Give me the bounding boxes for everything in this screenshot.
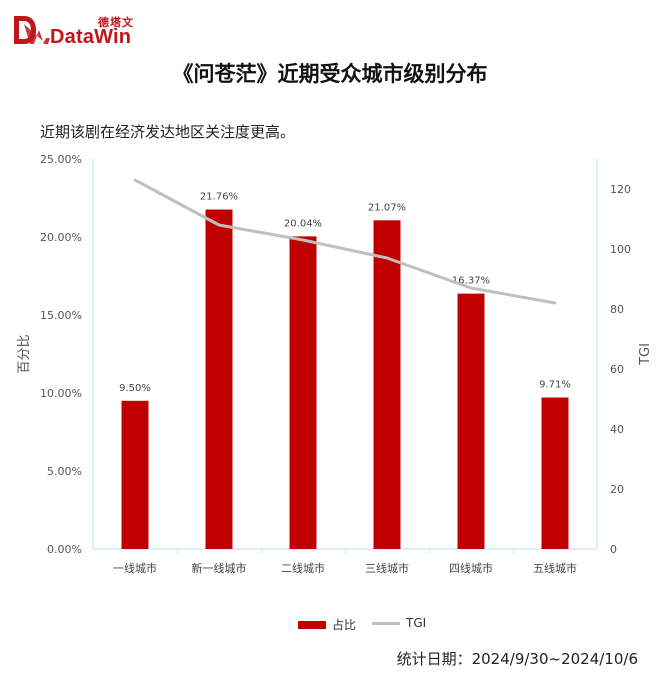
- x-tick-label: 五线城市: [533, 561, 577, 575]
- bar: [205, 209, 233, 549]
- bar: [373, 220, 401, 550]
- bar-data-label: 21.76%: [200, 192, 238, 203]
- bar-data-label: 21.07%: [368, 202, 406, 213]
- legend-label-tgi: TGI: [406, 616, 427, 630]
- y-tick-label-left: 15.00%: [40, 309, 82, 322]
- y-tick-label-right: 120: [610, 183, 631, 196]
- y-tick-label-left: 25.00%: [40, 153, 82, 166]
- y-tick-label-left: 10.00%: [40, 387, 82, 400]
- bar-data-label: 16.37%: [452, 276, 490, 287]
- y-tick-label-left: 0.00%: [47, 543, 82, 556]
- chart-subtitle: 近期该剧在经济发达地区关注度更高。: [40, 123, 296, 141]
- y-tick-label-right: 0: [610, 543, 617, 556]
- legend-label-share: 占比: [332, 618, 357, 632]
- chart-title: 《问苍茫》近期受众城市级别分布: [172, 62, 488, 86]
- y-tick-label-right: 20: [610, 483, 624, 496]
- logo-chinese-text: 德塔文: [98, 16, 134, 29]
- x-tick-label: 一线城市: [113, 561, 157, 575]
- logo-english-text: DataWin: [50, 26, 132, 48]
- legend-swatch-bar: [298, 620, 326, 629]
- y-axis-title-left: 百分比: [17, 334, 32, 373]
- bar-data-label: 20.04%: [284, 218, 322, 229]
- y-tick-label-right: 100: [610, 243, 631, 256]
- bar: [289, 236, 317, 549]
- datawin-logo: 德塔文 DataWin: [10, 10, 150, 50]
- y-axis-title-right: TGI: [638, 343, 653, 366]
- y-tick-label-left: 5.00%: [47, 465, 82, 478]
- legend-item-share: 占比: [298, 616, 356, 633]
- y-tick-label-left: 20.00%: [40, 231, 82, 244]
- legend-swatch-line: [372, 621, 400, 625]
- combo-chart: 0.00% 5.00% 10.00% 15.00% 20.00% 25.00% 0 20 40 6…: [17, 153, 653, 575]
- y-tick-label-right: 40: [610, 423, 624, 436]
- legend-item-tgi: TGI: [372, 616, 426, 630]
- bar: [541, 397, 569, 549]
- tgi-line: [133, 178, 557, 305]
- bar: [457, 293, 485, 549]
- chart-legend: 占比 TGI: [0, 616, 660, 636]
- x-tick-label: 新一线城市: [192, 561, 247, 575]
- stat-date: 统计日期：2024/9/30~2024/10/6: [396, 650, 638, 668]
- x-tick-label: 二线城市: [281, 561, 325, 575]
- y-tick-label-right: 80: [610, 303, 624, 316]
- datawin-logo-mark-icon: [14, 16, 50, 44]
- y-tick-label-right: 60: [610, 363, 624, 376]
- bar-data-label: 9.50%: [119, 383, 151, 394]
- bar: [121, 400, 149, 549]
- x-tick-label: 三线城市: [365, 561, 409, 575]
- bar-data-label: 9.71%: [539, 380, 571, 391]
- x-tick-label: 四线城市: [449, 561, 493, 575]
